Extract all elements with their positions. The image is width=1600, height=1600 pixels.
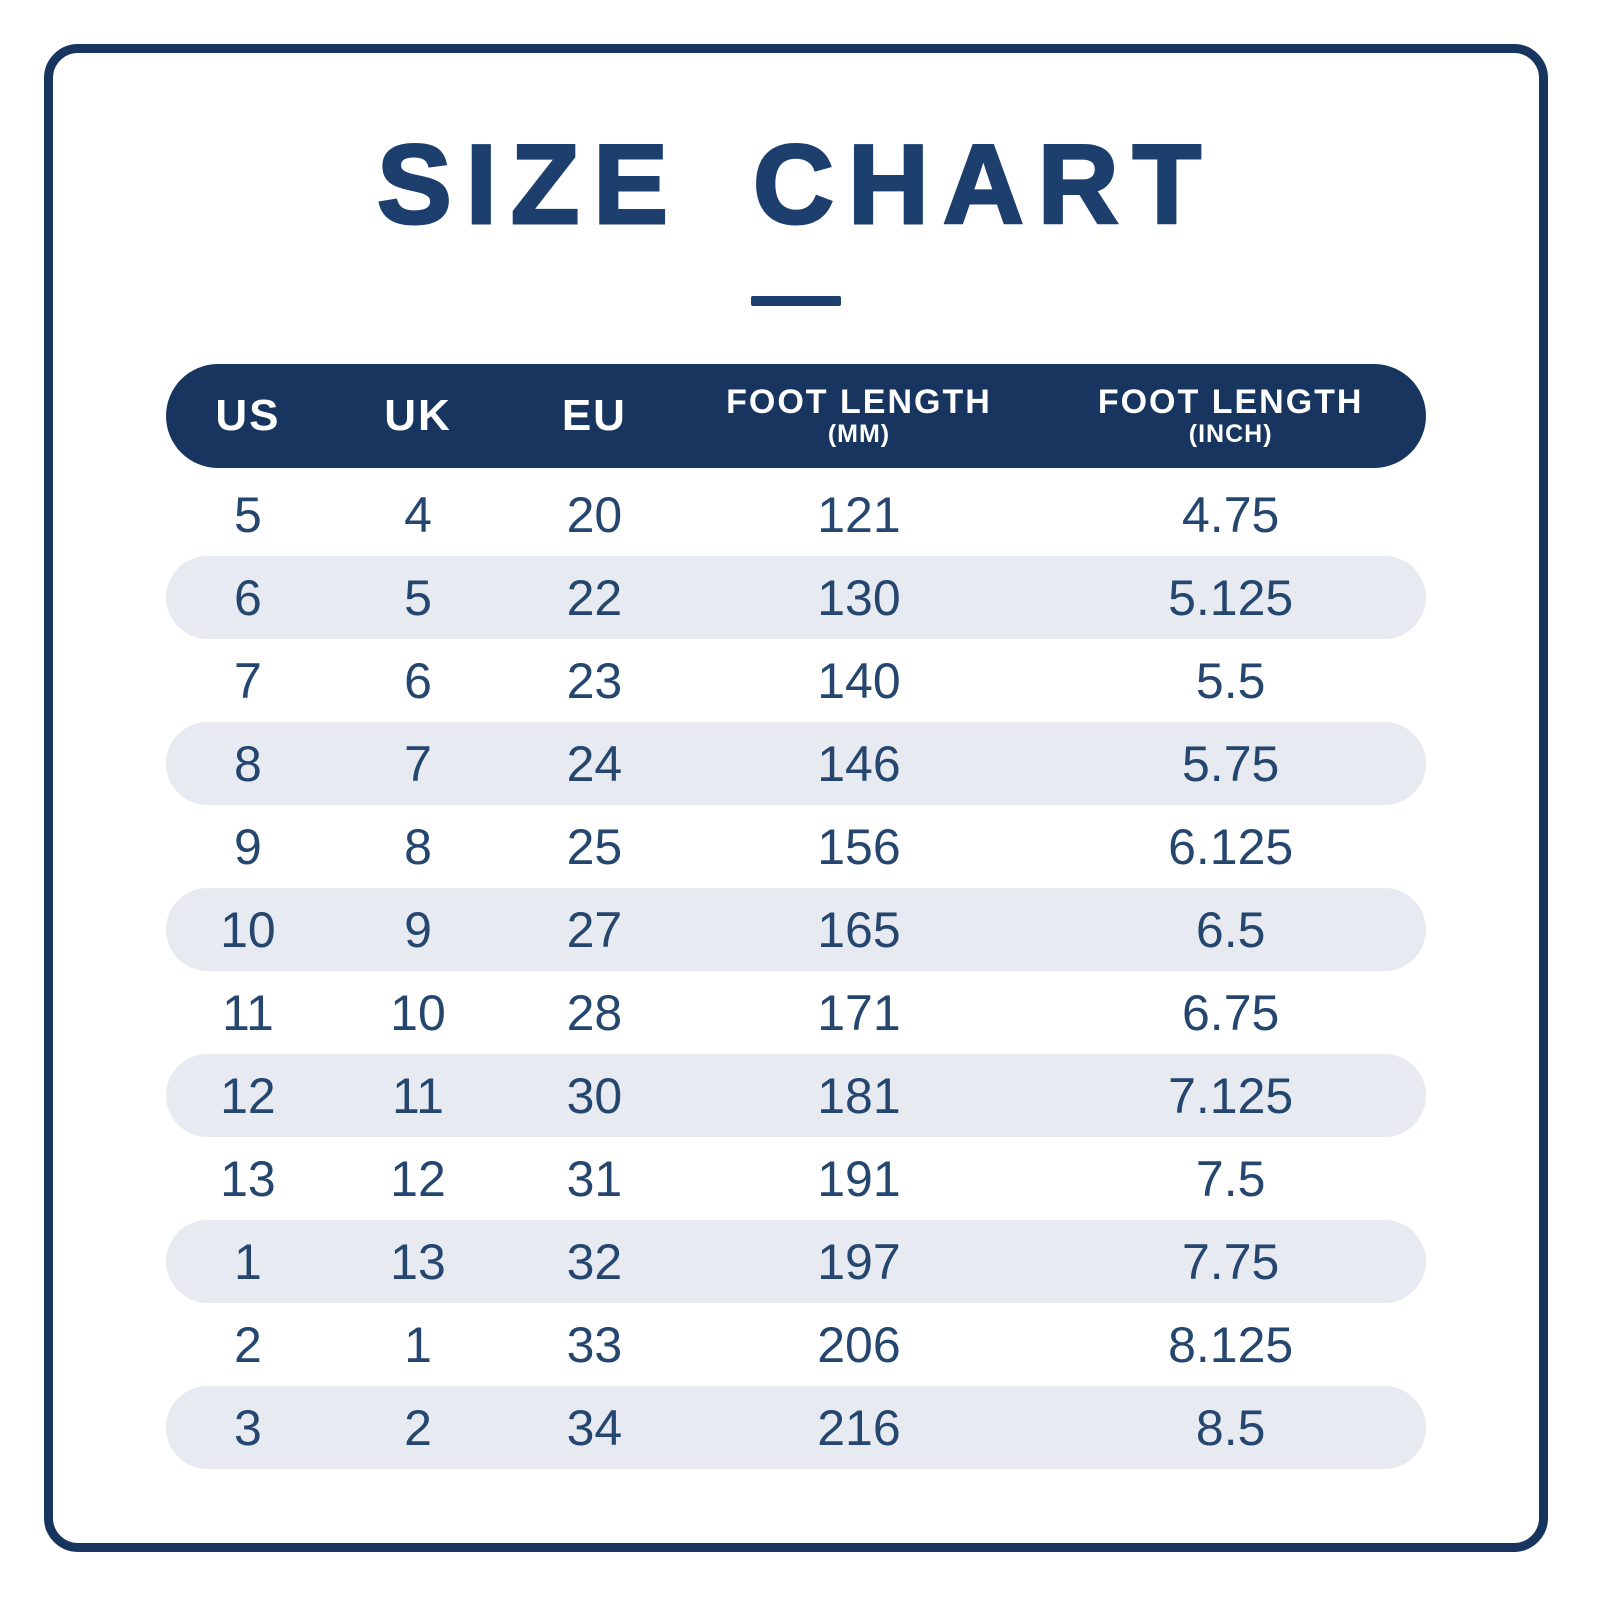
table-cell: 191 (817, 1150, 901, 1207)
table-cell: 130 (817, 569, 901, 626)
table-cell: 3 (233, 1399, 262, 1456)
header-cell-uk: UK (330, 390, 506, 440)
table-cell: 27 (566, 901, 623, 958)
table-cell: 12 (390, 1150, 446, 1207)
table-cell: 22 (566, 569, 623, 626)
table-cell: 8 (233, 735, 262, 792)
table-cell: 23 (566, 652, 623, 709)
table-cell: 7.125 (1168, 1067, 1294, 1124)
table-row: 6 5 22 130 5.125 (166, 556, 1426, 639)
table-cell: 8 (404, 818, 432, 875)
table-cell: 31 (566, 1150, 623, 1207)
table-cell: 2 (233, 1316, 262, 1373)
table-cell: 7.75 (1182, 1233, 1280, 1290)
header-sublabel: (INCH) (1188, 419, 1273, 448)
header-cell-foot-length-mm-: FOOT LENGTH (MM) (683, 383, 1036, 448)
table-cell: 12 (220, 1067, 276, 1124)
table-cell: 7 (404, 735, 432, 792)
table-cell: 13 (390, 1233, 446, 1290)
table-row: 9 8 25 156 6.125 (166, 805, 1426, 888)
table-row: 1 13 32 197 7.75 (166, 1220, 1426, 1303)
header-label: FOOT LENGTH (726, 383, 992, 422)
table-cell: 20 (566, 486, 623, 543)
table-cell: 8.5 (1195, 1399, 1266, 1456)
table-cell: 7 (233, 652, 262, 709)
header-label: UK (384, 390, 452, 440)
table-cell: 13 (220, 1150, 276, 1207)
header-label: EU (561, 390, 627, 440)
table-cell: 5.5 (1195, 652, 1266, 709)
table-row: 2 1 33 206 8.125 (166, 1303, 1426, 1386)
table-cell: 4.75 (1182, 486, 1280, 543)
table-row: 8 7 24 146 5.75 (166, 722, 1426, 805)
table-cell: 6 (404, 652, 432, 709)
table-cell: 5 (233, 486, 262, 543)
table-cell: 1 (233, 1233, 262, 1290)
table-cell: 156 (817, 818, 901, 875)
table-cell: 1 (404, 1316, 432, 1373)
table-cell: 24 (566, 735, 623, 792)
table-cell: 6.125 (1168, 818, 1294, 875)
table-row: 13 12 31 191 7.5 (166, 1137, 1426, 1220)
table-cell: 11 (392, 1067, 444, 1124)
header-label: US (215, 390, 281, 440)
table-cell: 4 (404, 486, 432, 543)
table-row: 7 6 23 140 5.5 (166, 639, 1426, 722)
table-cell: 6.75 (1182, 984, 1280, 1041)
table-row: 3 2 34 216 8.5 (166, 1386, 1426, 1469)
table-cell: 34 (566, 1399, 623, 1456)
table-cell: 181 (817, 1067, 901, 1124)
table-cell: 5.125 (1168, 569, 1294, 626)
header-cell-eu: EU (506, 390, 682, 440)
table-row: 12 11 30 181 7.125 (166, 1054, 1426, 1137)
table-row: 11 10 28 171 6.75 (166, 971, 1426, 1054)
table-cell: 7.5 (1195, 1150, 1266, 1207)
table-cell: 6 (233, 569, 262, 626)
table-body: 5 4 20 121 4.75 6 5 22 130 5.125 7 6 23 140 5.5 8 7 24 146… (166, 473, 1426, 1469)
table-cell: 146 (817, 735, 901, 792)
table-row: 10 9 27 165 6.5 (166, 888, 1426, 971)
table-cell: 5 (404, 569, 432, 626)
table-cell: 6.5 (1195, 901, 1266, 958)
table-cell: 197 (817, 1233, 901, 1290)
table-cell: 2 (404, 1399, 432, 1456)
table-cell: 206 (817, 1316, 901, 1373)
table-cell: 165 (817, 901, 901, 958)
table-cell: 171 (817, 984, 901, 1041)
table-cell: 121 (817, 486, 901, 543)
table-cell: 32 (566, 1233, 623, 1290)
page-title: SIZE CHART (376, 122, 1215, 247)
size-table: US UK EU FOOT LENGTH (MM) FOOT LENGTH (INCH) 5… (166, 364, 1426, 1469)
header-sublabel: (MM) (827, 419, 891, 448)
title-underline (751, 296, 841, 306)
table-cell: 8.125 (1168, 1316, 1294, 1373)
header-cell-foot-length-inch-: FOOT LENGTH (INCH) (1035, 383, 1426, 448)
table-cell: 9 (233, 818, 262, 875)
table-cell: 9 (404, 901, 432, 958)
header-cell-us: US (166, 390, 330, 440)
table-cell: 140 (817, 652, 901, 709)
table-cell: 11 (221, 984, 274, 1041)
table-cell: 30 (566, 1067, 623, 1124)
table-header-row: US UK EU FOOT LENGTH (MM) FOOT LENGTH (INCH) (166, 364, 1426, 468)
table-row: 5 4 20 121 4.75 (166, 473, 1426, 556)
table-cell: 25 (566, 818, 623, 875)
table-cell: 5.75 (1182, 735, 1280, 792)
table-cell: 10 (390, 984, 446, 1041)
table-cell: 10 (220, 901, 276, 958)
size-chart-card: SIZE CHART US UK EU FOOT LENGTH (MM) FOOT LEN… (44, 44, 1548, 1552)
table-cell: 33 (566, 1316, 623, 1373)
table-cell: 216 (817, 1399, 901, 1456)
header-label: FOOT LENGTH (1097, 383, 1364, 422)
table-cell: 28 (566, 984, 623, 1041)
